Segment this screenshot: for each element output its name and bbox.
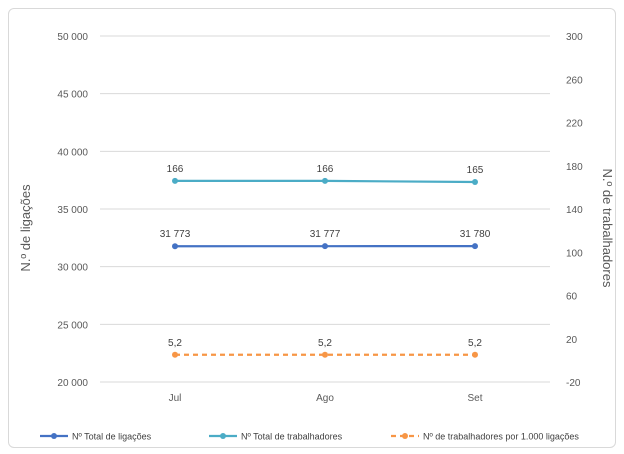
left-tick-label: 35 000 [57, 205, 88, 216]
data-label: 165 [467, 165, 484, 176]
data-label: 5,2 [318, 338, 332, 349]
left-tick-label: 45 000 [57, 90, 88, 101]
gridlines [100, 35, 550, 383]
series-1: 31 773 31 777 31 780 [160, 229, 491, 250]
x-axis-categories: Jul Ago Set [169, 393, 483, 404]
left-tick-label: 50 000 [57, 32, 88, 43]
right-tick-label: 220 [566, 119, 583, 130]
data-label: 31 780 [460, 229, 491, 240]
right-tick-label: 20 [566, 335, 578, 346]
right-tick-label: 100 [566, 248, 583, 259]
data-point [172, 243, 178, 250]
right-tick-label: 180 [566, 162, 583, 173]
right-tick-label: -20 [566, 378, 581, 389]
legend-item: Nº Total de trabalhadores [209, 432, 343, 442]
legend-marker [51, 433, 57, 439]
data-point [472, 351, 478, 358]
right-tick-label: 260 [566, 75, 583, 86]
legend-label: Nº de trabalhadores por 1.000 ligações [423, 432, 579, 442]
data-point [172, 351, 178, 358]
right-tick-label: 60 [566, 292, 578, 303]
data-point [322, 243, 328, 250]
left-axis-ticks: 20 000 25 000 30 000 35 000 40 000 45 000 50 0… [57, 32, 88, 389]
legend-marker [402, 433, 408, 439]
series-3: 5,2 5,2 5,2 [168, 338, 482, 358]
right-tick-label: 140 [566, 205, 583, 216]
data-label: 5,2 [168, 338, 182, 349]
left-tick-label: 25 000 [57, 320, 88, 331]
left-tick-label: 30 000 [57, 263, 88, 274]
y-right-axis-title: N.º de trabalhadores [600, 169, 615, 288]
x-tick-label: Set [467, 393, 482, 404]
data-label: 31 777 [310, 229, 341, 240]
legend-item: Nº de trabalhadores por 1.000 ligações [391, 432, 579, 442]
legend-item: Nº Total de ligações [40, 432, 152, 442]
left-tick-label: 20 000 [57, 378, 88, 389]
y-left-axis-title: N.º de ligações [18, 184, 33, 272]
legend-label: Nº Total de ligações [72, 432, 152, 442]
data-point [322, 177, 328, 184]
data-label: 166 [167, 164, 184, 175]
right-tick-label: 300 [566, 32, 583, 43]
data-label: 166 [317, 164, 334, 175]
series-2: 166 166 165 [167, 164, 484, 185]
data-label: 5,2 [468, 338, 482, 349]
right-axis-ticks: -20 20 60 100 140 180 220 260 300 [566, 32, 583, 389]
data-point [172, 177, 178, 184]
legend: Nº Total de ligações Nº Total de trabalha… [40, 432, 579, 442]
series-layer: 31 773 31 777 31 780 166 166 165 5,2 5,2 5,2 [160, 164, 491, 358]
data-point [472, 243, 478, 250]
chart-card [8, 8, 616, 448]
left-tick-label: 40 000 [57, 147, 88, 158]
data-point [322, 351, 328, 358]
data-label: 31 773 [160, 229, 191, 240]
data-point [472, 178, 478, 185]
legend-label: Nº Total de trabalhadores [241, 432, 343, 442]
x-tick-label: Ago [316, 393, 334, 404]
x-tick-label: Jul [169, 393, 182, 404]
legend-marker [220, 433, 226, 439]
